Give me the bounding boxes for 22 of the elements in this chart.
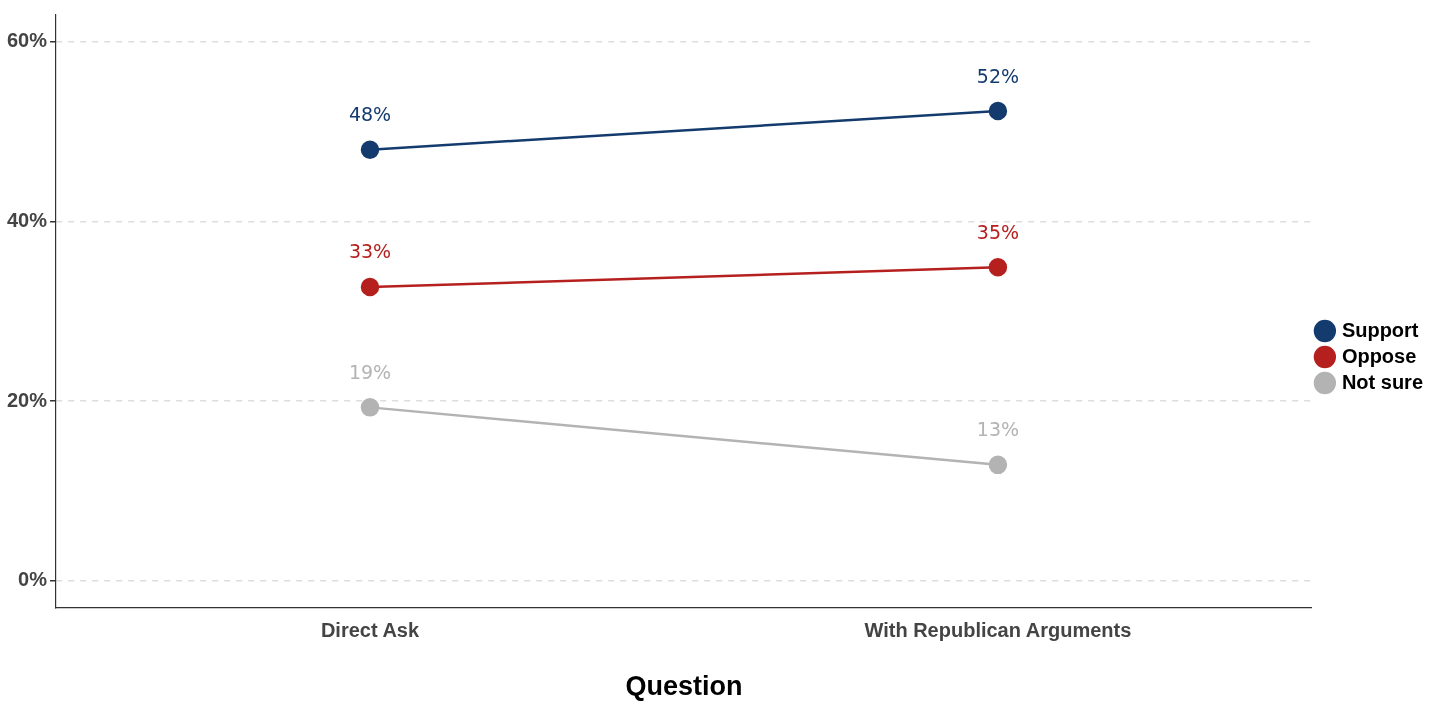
x-tick-label: Direct Ask <box>320 619 420 642</box>
x-axis-title: Question <box>625 671 743 702</box>
legend-label: Not sure <box>1341 370 1423 393</box>
point <box>988 101 1008 121</box>
x-tick-label: With Republican Arguments <box>864 619 1132 642</box>
y-tick-label: 60% <box>7 29 48 52</box>
data-label: 19% <box>348 360 392 383</box>
y-tick-label: 20% <box>7 388 48 411</box>
y-tick-label: 0% <box>18 568 48 591</box>
y-tick-label: 40% <box>7 209 48 232</box>
point <box>360 277 380 297</box>
data-label: 48% <box>348 103 392 126</box>
point <box>360 398 380 417</box>
data-label: 33% <box>348 240 392 263</box>
point <box>360 140 380 159</box>
legend-label: Oppose <box>1341 344 1417 367</box>
legend-label: Support <box>1341 318 1419 341</box>
point <box>988 455 1008 475</box>
data-label: 52% <box>976 64 1020 87</box>
point <box>988 258 1008 277</box>
data-label: 13% <box>976 418 1020 441</box>
data-label: 35% <box>976 220 1020 243</box>
